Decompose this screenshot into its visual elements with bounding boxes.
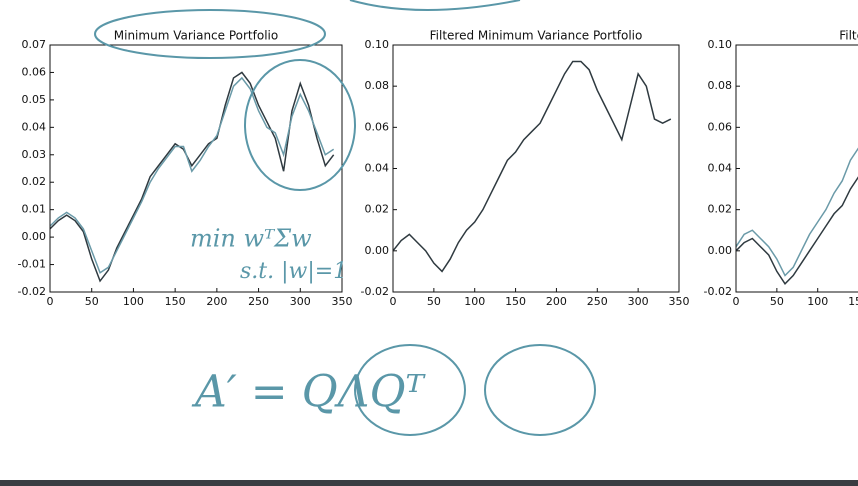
y-tick-label: 0.06 — [365, 120, 390, 133]
line-series — [49, 71, 335, 283]
y-tick-label: 0.04 — [708, 162, 733, 175]
chart-title: Minimum Variance Portfolio — [114, 29, 278, 43]
x-tick-label: 350 — [332, 295, 353, 308]
y-tick-label: 0.00 — [365, 244, 390, 257]
x-tick-label: 150 — [505, 295, 526, 308]
y-tick-label: 0.08 — [708, 79, 733, 92]
x-tick-label: 100 — [464, 295, 485, 308]
x-tick-label: 350 — [669, 295, 690, 308]
y-tick-label: 0.06 — [22, 65, 47, 78]
chart-title: Filtered (Blue — [839, 29, 858, 43]
x-tick-label: 0 — [733, 295, 740, 308]
x-tick-label: 0 — [47, 295, 54, 308]
x-tick-label: 100 — [123, 295, 144, 308]
x-tick-label: 200 — [546, 295, 567, 308]
y-tick-label: 0.02 — [708, 203, 733, 216]
line-series — [392, 60, 672, 273]
y-tick-label: -0.01 — [18, 258, 46, 271]
y-tick-label: 0.02 — [365, 203, 390, 216]
line-series — [735, 147, 858, 277]
circle — [484, 344, 596, 436]
x-tick-label: 150 — [848, 295, 858, 308]
x-tick-label: 200 — [206, 295, 227, 308]
axes-frame — [392, 44, 680, 293]
y-tick-label: -0.02 — [18, 285, 46, 298]
x-tick-label: 0 — [390, 295, 397, 308]
y-tick-label: 0.10 — [708, 38, 733, 51]
line-series — [735, 176, 858, 285]
chart-title: Filtered Minimum Variance Portfolio — [430, 29, 643, 43]
y-tick-label: 0.04 — [22, 120, 47, 133]
y-tick-label: 0.08 — [365, 79, 390, 92]
x-tick-label: 250 — [248, 295, 269, 308]
y-tick-label: 0.01 — [22, 203, 47, 216]
y-tick-label: 0.06 — [708, 120, 733, 133]
annotation: s.t. |w|=1 — [240, 259, 347, 284]
circle — [354, 344, 466, 436]
y-tick-label: -0.02 — [704, 285, 732, 298]
x-tick-label: 150 — [165, 295, 186, 308]
x-tick-label: 300 — [290, 295, 311, 308]
y-tick-label: 0.05 — [22, 93, 47, 106]
axes-frame — [735, 44, 858, 293]
y-tick-label: 0.10 — [365, 38, 390, 51]
x-tick-label: 50 — [770, 295, 784, 308]
circle — [244, 59, 356, 191]
x-tick-label: 250 — [587, 295, 608, 308]
x-tick-label: 300 — [628, 295, 649, 308]
y-tick-label: 0.02 — [22, 175, 47, 188]
y-tick-label: -0.02 — [361, 285, 389, 298]
circle — [94, 9, 326, 59]
y-tick-label: 0.07 — [22, 38, 47, 51]
x-tick-label: 100 — [807, 295, 828, 308]
annotation: A′ = QΛQᵀ — [191, 367, 427, 418]
y-tick-label: 0.03 — [22, 148, 47, 161]
x-tick-label: 50 — [427, 295, 441, 308]
annotation: min wᵀΣw — [190, 225, 312, 253]
y-tick-label: 0.00 — [708, 244, 733, 257]
x-tick-label: 50 — [85, 295, 99, 308]
y-tick-label: 0.04 — [365, 162, 390, 175]
stroke — [349, 0, 521, 11]
line-series — [49, 76, 335, 274]
y-tick-label: 0.00 — [22, 230, 47, 243]
taskbar — [0, 480, 858, 486]
handwriting-strokes — [94, 0, 596, 436]
